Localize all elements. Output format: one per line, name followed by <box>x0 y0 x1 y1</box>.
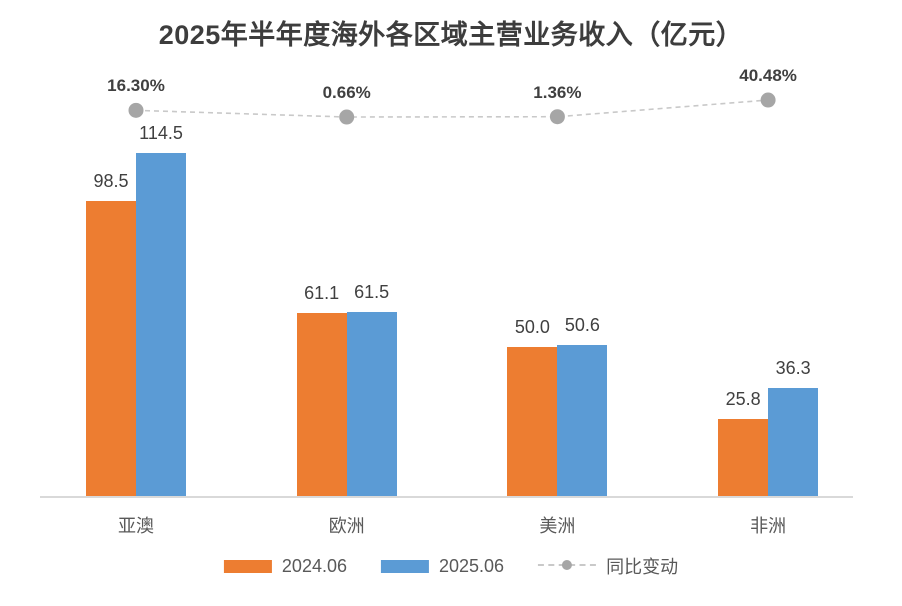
bar <box>346 312 397 497</box>
trend-marker <box>128 102 144 118</box>
bar <box>768 387 819 497</box>
bar-value-label: 61.5 <box>354 282 390 303</box>
trend-marker <box>760 92 776 108</box>
trend-value-label: 1.36% <box>533 82 582 102</box>
legend-swatch <box>381 559 429 573</box>
category-label: 非洲 <box>750 516 787 536</box>
bar <box>296 313 347 497</box>
trend-value-label: 16.30% <box>107 76 165 96</box>
bar-value-label: 36.3 <box>775 357 811 378</box>
bar <box>557 344 608 497</box>
legend-item: 2024.06 <box>223 555 347 577</box>
bar <box>86 200 136 497</box>
x-axis-line <box>40 496 853 498</box>
bar-value-label: 50.0 <box>514 316 550 337</box>
trend-line <box>135 99 769 118</box>
bar <box>507 346 558 497</box>
legend-label: 2025.06 <box>439 555 505 576</box>
legend-label: 同比变动 <box>606 557 679 577</box>
legend-item: 同比变动 <box>538 553 678 579</box>
trend-value-label: 40.48% <box>739 66 797 86</box>
chart-legend: 2024.06 2025.06 同比变动 <box>223 553 678 579</box>
bar-value-label: 114.5 <box>139 122 183 143</box>
trend-marker <box>339 109 355 125</box>
trend-value-label: 0.66% <box>322 83 371 103</box>
category-label: 欧洲 <box>328 516 365 536</box>
category-label: 亚澳 <box>118 516 154 536</box>
bar <box>718 419 769 497</box>
bar-value-label: 25.8 <box>725 389 761 410</box>
bar <box>136 152 186 497</box>
legend-item: 2025.06 <box>381 556 504 577</box>
bar-value-label: 98.5 <box>93 170 129 191</box>
legend-line-marker <box>538 559 597 573</box>
trend-marker <box>549 109 565 125</box>
category-label: 美洲 <box>539 516 576 536</box>
legend-dot-icon <box>562 560 573 570</box>
legend-label: 2024.06 <box>281 555 347 576</box>
bar-value-label: 61.1 <box>304 283 340 304</box>
legend-swatch <box>223 559 272 573</box>
chart-title: 2025年半年度海外各区域主营业务收入（亿元） <box>158 20 744 50</box>
bar-value-label: 50.6 <box>564 314 600 335</box>
